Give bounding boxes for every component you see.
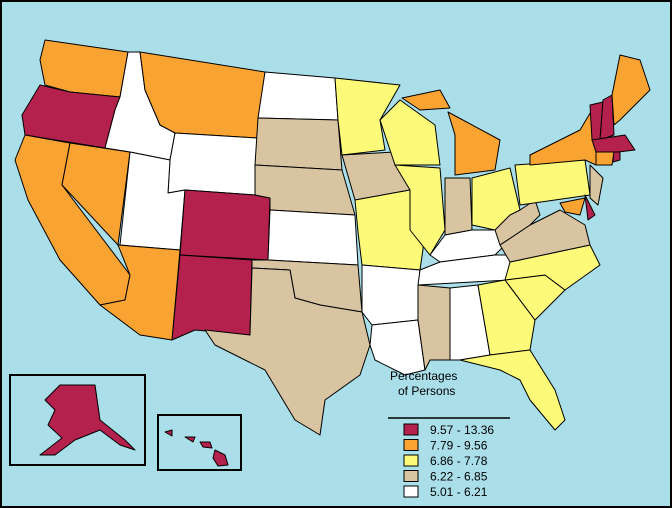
- state: [164, 429, 173, 437]
- state: [417, 284, 451, 371]
- state: [254, 164, 356, 216]
- legend-swatch: [403, 423, 419, 436]
- alaska-inset: [9, 374, 146, 466]
- legend-label: 7.79 - 9.56: [430, 439, 488, 453]
- state: [611, 54, 651, 126]
- state: [334, 77, 401, 156]
- legend-label: 6.22 - 6.85: [430, 470, 488, 484]
- state: [447, 111, 501, 176]
- state: [184, 436, 196, 443]
- state: [379, 99, 441, 166]
- state: [559, 197, 586, 216]
- state: [599, 94, 615, 141]
- legend-label: 6.86 - 7.78: [430, 454, 488, 468]
- state: [444, 177, 473, 236]
- state: [589, 164, 604, 206]
- state: [204, 267, 371, 436]
- state: [584, 194, 596, 221]
- state: [591, 134, 636, 153]
- legend-swatch: [403, 485, 419, 498]
- states: [14, 39, 651, 436]
- state: [477, 279, 536, 356]
- state: [212, 449, 229, 467]
- legend: Percentages of Persons 9.57 - 13.36 7.79 …: [388, 369, 510, 499]
- state: [401, 89, 451, 111]
- state: [199, 441, 213, 449]
- state: [179, 189, 271, 261]
- state: [612, 151, 621, 163]
- state: [167, 132, 259, 196]
- state: [361, 264, 421, 326]
- state: [39, 384, 136, 456]
- legend-swatch: [403, 454, 419, 467]
- state: [494, 199, 541, 246]
- state: [254, 117, 343, 171]
- legend-title: Percentages: [390, 369, 457, 383]
- state: [257, 71, 339, 121]
- legend-title: of Persons: [398, 384, 455, 398]
- hawaii-inset: [157, 414, 242, 471]
- state: [267, 209, 359, 266]
- state: [595, 151, 615, 166]
- legend-label: 9.57 - 13.36: [430, 423, 494, 437]
- legend-swatch: [403, 439, 419, 451]
- state: [459, 349, 566, 431]
- legend-swatch: [403, 470, 419, 482]
- legend-label: 5.01 - 6.21: [430, 485, 488, 499]
- state: [171, 254, 253, 341]
